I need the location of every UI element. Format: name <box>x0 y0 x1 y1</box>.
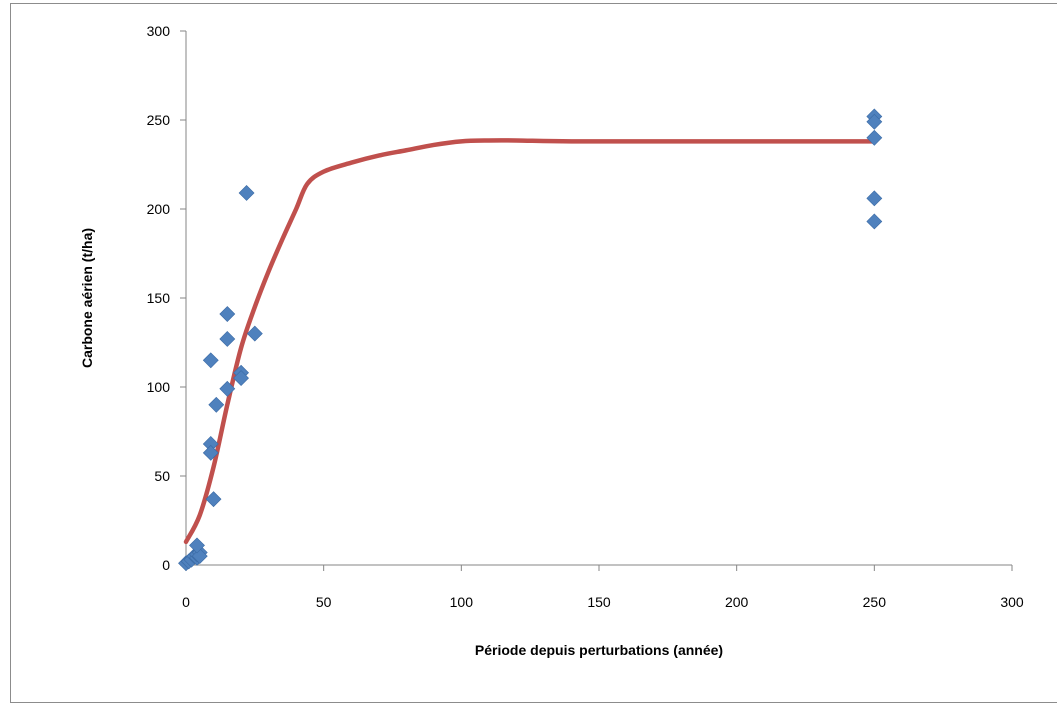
y-tick-label: 50 <box>154 468 170 484</box>
data-point <box>191 548 208 565</box>
data-point <box>219 331 236 347</box>
data-point <box>238 185 255 201</box>
y-tick-label: 300 <box>147 23 171 39</box>
curve-layer <box>183 138 877 545</box>
y-axis-title: Carbone aérien (t/ha) <box>79 228 95 368</box>
x-tick-label: 250 <box>863 594 887 610</box>
data-point <box>205 491 222 508</box>
y-tick-label: 150 <box>147 290 171 306</box>
x-tick-label: 200 <box>725 594 749 610</box>
x-tick-label: 150 <box>587 594 611 610</box>
x-tick-label: 50 <box>316 594 332 610</box>
data-point <box>202 444 219 461</box>
data-point <box>233 370 249 387</box>
data-point <box>202 352 219 369</box>
y-tick-label: 250 <box>147 112 171 128</box>
fitted-curve-line <box>183 138 877 545</box>
x-tick-label: 0 <box>182 594 190 610</box>
data-point <box>866 190 883 207</box>
y-tick-label: 100 <box>147 379 171 395</box>
y-tick-label: 200 <box>147 201 171 217</box>
y-tick-label: 0 <box>162 557 170 573</box>
x-tick-label: 100 <box>450 594 474 610</box>
data-point <box>866 113 883 130</box>
data-point <box>219 306 236 322</box>
x-axis-title: Période depuis perturbations (année) <box>475 642 723 658</box>
data-point <box>866 129 883 146</box>
x-tick-label: 300 <box>1000 594 1024 610</box>
points-layer <box>178 108 883 572</box>
scatter-chart: 0 50 100 150 200 250 300 0 50 100 150 200 250 300 Pér… <box>79 23 1024 658</box>
axes: 0 50 100 150 200 250 300 0 50 100 150 200 250 300 <box>147 23 1024 610</box>
data-point <box>208 396 225 413</box>
data-point <box>189 537 205 554</box>
data-point <box>866 213 883 230</box>
data-point <box>219 380 236 397</box>
data-point <box>246 325 263 342</box>
